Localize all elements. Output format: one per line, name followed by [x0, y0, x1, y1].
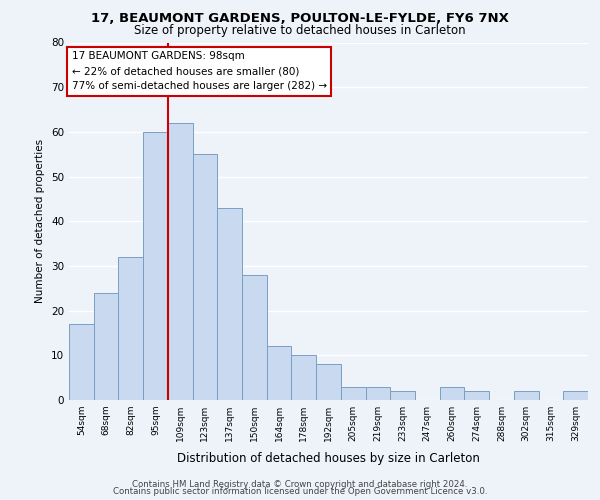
Bar	[514, 391, 539, 400]
Bar	[69, 324, 94, 400]
Bar	[464, 391, 489, 400]
Bar	[365, 386, 390, 400]
Y-axis label: Number of detached properties: Number of detached properties	[35, 139, 46, 304]
Bar	[168, 123, 193, 400]
Text: Size of property relative to detached houses in Carleton: Size of property relative to detached ho…	[134, 24, 466, 37]
Bar	[316, 364, 341, 400]
Bar	[267, 346, 292, 400]
Bar	[217, 208, 242, 400]
Bar	[440, 386, 464, 400]
Text: 17 BEAUMONT GARDENS: 98sqm
← 22% of detached houses are smaller (80)
77% of semi: 17 BEAUMONT GARDENS: 98sqm ← 22% of deta…	[71, 52, 327, 91]
Bar	[94, 292, 118, 400]
Bar	[193, 154, 217, 400]
Text: Contains public sector information licensed under the Open Government Licence v3: Contains public sector information licen…	[113, 488, 487, 496]
Text: Contains HM Land Registry data © Crown copyright and database right 2024.: Contains HM Land Registry data © Crown c…	[132, 480, 468, 489]
Bar	[390, 391, 415, 400]
Bar	[242, 275, 267, 400]
Bar	[143, 132, 168, 400]
Bar	[341, 386, 365, 400]
Bar	[563, 391, 588, 400]
X-axis label: Distribution of detached houses by size in Carleton: Distribution of detached houses by size …	[177, 452, 480, 466]
Text: 17, BEAUMONT GARDENS, POULTON-LE-FYLDE, FY6 7NX: 17, BEAUMONT GARDENS, POULTON-LE-FYLDE, …	[91, 12, 509, 26]
Bar	[292, 356, 316, 400]
Bar	[118, 257, 143, 400]
